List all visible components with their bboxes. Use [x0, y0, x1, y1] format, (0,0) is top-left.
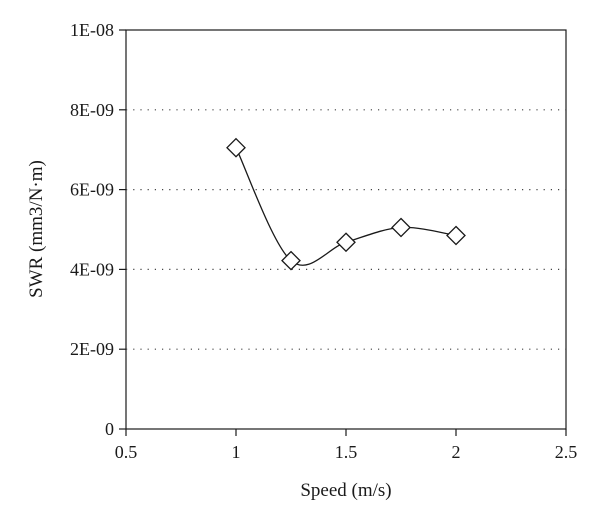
- x-tick-label-2: 1.5: [335, 442, 358, 462]
- y-tick-label-5: 1E-08: [70, 20, 114, 40]
- data-points: [226, 137, 466, 271]
- y-tick-label-0: 0: [105, 419, 114, 439]
- data-point-1: [281, 250, 301, 271]
- data-point-0: [226, 137, 246, 158]
- x-tick-label-0: 0.5: [115, 442, 138, 462]
- series-line: [235, 147, 457, 266]
- x-axis-title: Speed (m/s): [300, 480, 391, 501]
- y-tick-label-2: 4E-09: [70, 259, 114, 279]
- plot-frame: [125, 29, 567, 430]
- data-point-4: [446, 225, 466, 246]
- y-tick-label-3: 6E-09: [70, 180, 114, 200]
- data-point-2: [336, 232, 356, 253]
- y-tick-label-1: 2E-09: [70, 339, 114, 359]
- y-tick-label-4: 8E-09: [70, 100, 114, 120]
- grid-lines: [126, 109, 566, 350]
- y-axis-title: SWR (mm3/N·m): [26, 160, 47, 298]
- x-axis-ticks: 0.5 1 1.5 2 2.5: [115, 429, 578, 462]
- x-tick-label-1: 1: [232, 442, 241, 462]
- x-tick-label-3: 2: [452, 442, 461, 462]
- x-tick-label-4: 2.5: [555, 442, 578, 462]
- data-point-3: [391, 217, 411, 238]
- y-axis-ticks: 0 2E-09 4E-09 6E-09 8E-09 1E-08: [70, 20, 126, 439]
